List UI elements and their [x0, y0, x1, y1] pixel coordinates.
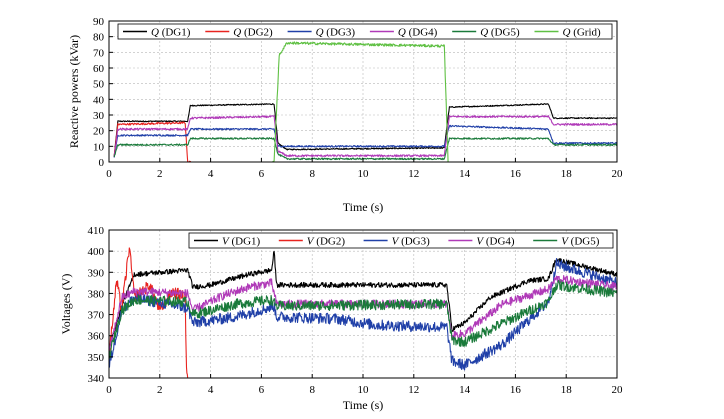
y-tick-label: 370	[88, 310, 105, 322]
legend: Q (DG1) Q (DG2) Q (DG3) Q (DG4) Q (DG5) Q (Gr…	[117, 23, 613, 40]
y-tick-label: 20	[93, 126, 105, 138]
x-tick-label: 2	[157, 168, 163, 180]
series-line-1	[109, 250, 617, 351]
x-tick-label: 20	[612, 384, 624, 396]
y-tick-label: 360	[88, 331, 105, 343]
chart-panel-1: 0 2 4 6 8 10 12 14 16 18 20 0 10 20 30 40 50 60 70 80 90 Time…	[67, 16, 623, 214]
series-line-1	[113, 103, 617, 158]
legend-entry-label: V (DG4)	[476, 236, 515, 248]
x-tick-label: 6	[259, 384, 265, 396]
legend-box	[117, 23, 613, 40]
y-tick-label: 390	[88, 267, 105, 279]
legend-entry-label: Q (Grid)	[563, 27, 602, 39]
legend-entry-label: Q (DG5)	[480, 27, 520, 39]
y-tick-label: 400	[88, 246, 105, 258]
legend-entry-label: V (DG5)	[561, 236, 600, 248]
x-tick-label: 12	[408, 384, 419, 396]
legend-entry-label: Q (DG3)	[316, 27, 356, 39]
series-group	[109, 41, 617, 162]
x-axis-label: Time (s)	[343, 398, 384, 412]
legend-entry-label: V (DG2)	[307, 236, 346, 248]
x-tick-label: 0	[106, 384, 112, 396]
x-tick-label: 10	[358, 384, 370, 396]
series-group	[109, 247, 617, 378]
y-tick-label: 0	[99, 157, 105, 169]
y-tick-label: 40	[93, 94, 105, 106]
x-tick-label: 8	[309, 168, 315, 180]
chart-panel-2: 0 2 4 6 8 10 12 14 16 18 20 340 350 360 370 380 390 400 41…	[59, 225, 623, 412]
x-tick-label: 14	[459, 168, 471, 180]
x-tick-label: 4	[208, 384, 214, 396]
x-tick-label: 16	[510, 168, 522, 180]
y-axis-label: Voltages (V)	[59, 274, 73, 335]
y-tick-label: 80	[93, 32, 105, 44]
y-tick-label: 90	[93, 16, 105, 28]
y-tick-label: 380	[88, 288, 105, 300]
x-tick-label: 8	[309, 384, 315, 396]
y-tick-label: 10	[93, 141, 105, 153]
series-line-5	[109, 279, 617, 359]
series-line-6	[109, 41, 617, 162]
legend-entry-label: Q (DG4)	[398, 27, 438, 39]
y-tick-label: 350	[88, 352, 105, 364]
y-tick-label: 410	[88, 225, 105, 237]
x-tick-label: 16	[510, 384, 522, 396]
legend-entry-label: Q (DG2)	[233, 27, 273, 39]
y-tick-label: 30	[93, 110, 105, 122]
y-tick-label: 340	[88, 373, 105, 385]
x-tick-label: 2	[157, 384, 163, 396]
x-tick-label: 18	[561, 168, 573, 180]
x-tick-label: 10	[358, 168, 370, 180]
x-tick-label: 20	[612, 168, 624, 180]
x-tick-label: 14	[459, 384, 471, 396]
y-tick-label: 50	[93, 79, 105, 91]
series-line-3	[109, 258, 617, 371]
y-tick-label: 70	[93, 47, 105, 59]
x-tick-label: 0	[106, 168, 112, 180]
legend-box	[188, 232, 614, 249]
x-axis-label: Time (s)	[343, 200, 384, 214]
legend-entry-label: Q (DG1)	[151, 27, 191, 39]
x-tick-label: 12	[408, 168, 419, 180]
legend-entry-label: V (DG3)	[392, 236, 431, 248]
series-line-5	[113, 137, 617, 161]
legend: V (DG1) V (DG2) V (DG3) V (DG4) V (DG5)	[188, 232, 614, 249]
legend-entry-label: V (DG1)	[222, 236, 261, 248]
x-tick-label: 6	[259, 168, 265, 180]
y-axis-label: Reactive powers (kVar)	[67, 35, 81, 148]
series-line-3	[113, 124, 617, 158]
y-tick-label: 60	[93, 63, 105, 75]
x-tick-label: 4	[208, 168, 214, 180]
series-line-4	[113, 115, 617, 158]
x-tick-label: 18	[561, 384, 573, 396]
